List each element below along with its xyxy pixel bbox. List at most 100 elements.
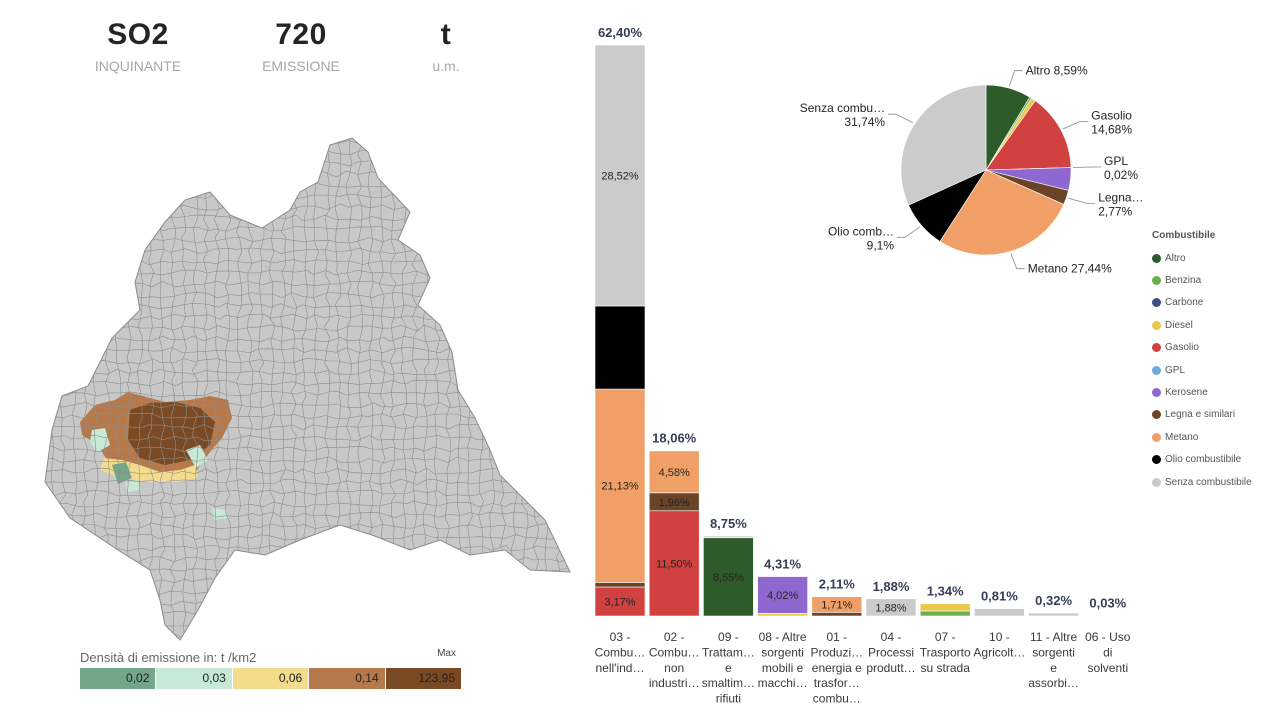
pie-slice[interactable]	[939, 169, 1065, 256]
municipality-border-col	[577, 131, 583, 658]
bar-segment[interactable]	[703, 537, 754, 617]
bar-segment[interactable]	[811, 596, 863, 613]
bar-segment[interactable]	[594, 586, 646, 617]
bar-category-label: 03 -	[610, 630, 631, 644]
municipality-border-row	[45, 632, 570, 640]
legend-item[interactable]: Carbone	[1152, 292, 1277, 314]
legend-item[interactable]: Gasolio	[1152, 337, 1277, 359]
bar-segment[interactable]	[594, 582, 646, 588]
legend-item[interactable]: Kerosene	[1152, 381, 1277, 403]
bar-segment-label: 21,13%	[601, 481, 639, 493]
legend-item[interactable]: Benzina	[1152, 269, 1277, 291]
legend-item[interactable]: Altro	[1152, 247, 1277, 269]
municipality-border-row	[45, 555, 570, 563]
legend-item[interactable]: Senza combustibile	[1152, 471, 1277, 493]
legend-item[interactable]: Metano	[1152, 426, 1277, 448]
bar-category-label: non	[664, 661, 684, 675]
municipality-border-col	[59, 138, 67, 640]
pie-leader-line	[888, 113, 914, 124]
legend-color-dot	[1152, 365, 1161, 375]
legend-item-label: Olio combustibile	[1165, 454, 1242, 466]
legend-color-dot	[1152, 343, 1161, 353]
legend-item[interactable]: Olio combustibile	[1152, 449, 1277, 471]
bar-segment[interactable]	[703, 535, 754, 539]
municipality-border-row	[45, 159, 570, 167]
map-legend-title: Densità di emissione in: t /km2	[80, 650, 257, 665]
bar-total-label: 62,40%	[598, 25, 643, 40]
pie-leader-line	[897, 226, 921, 238]
legend-item[interactable]: Diesel	[1152, 314, 1277, 336]
municipality-border-row	[45, 588, 570, 596]
kpi-pollutant: SO2 INQUINANTE	[68, 18, 208, 74]
bar-segment[interactable]	[919, 610, 971, 617]
bar-category-label: Agricolt…	[973, 645, 1025, 659]
legend-color-dot	[1152, 388, 1161, 398]
municipality-border-col	[543, 138, 550, 640]
lombardy-region-shape[interactable]	[44, 137, 571, 641]
fuel-legend: Combustibile Altro Benzina Carbone Diesel Ga…	[1152, 230, 1277, 493]
emission-density-map[interactable]	[0, 100, 590, 660]
municipality-border-col	[466, 138, 474, 640]
legend-item-label: Senza combustibile	[1165, 476, 1252, 488]
kpi-pollutant-label: INQUINANTE	[94, 58, 182, 74]
municipality-border-row	[45, 522, 570, 530]
pie-slice-label: 31,74%	[844, 115, 885, 129]
bar-segment[interactable]	[594, 305, 646, 390]
bar-segment[interactable]	[865, 598, 917, 617]
bar-category-label: 10 -	[989, 630, 1010, 644]
legend-bin-4: 0,14	[309, 668, 386, 689]
bar-category-label: 07 -	[935, 630, 956, 644]
municipality-border-col	[191, 138, 199, 640]
bar-segment[interactable]	[811, 612, 863, 617]
municipality-border-row	[45, 577, 570, 585]
legend-color-dot	[1152, 477, 1161, 487]
bar-category-label: industri…	[649, 676, 700, 690]
legend-item[interactable]: GPL	[1152, 359, 1277, 381]
legend-item-label: Kerosene	[1165, 387, 1208, 399]
kpi-pollutant-value: SO2	[107, 18, 169, 51]
legend-item-label: Diesel	[1165, 319, 1193, 331]
legend-item[interactable]: Legna e similari	[1152, 404, 1277, 426]
bar-segment[interactable]	[757, 576, 808, 614]
bar-segment[interactable]	[1082, 615, 1134, 617]
legend-color-dot	[1152, 320, 1161, 330]
bar-segment-label: 1,71%	[821, 600, 852, 612]
bar-segment[interactable]	[594, 44, 646, 307]
pie-slice[interactable]	[985, 100, 1072, 171]
sector-stacked-bar-chart[interactable]: 3,17%21,13%28,52%62,40%03 -Combu…nell'in…	[590, 20, 1150, 710]
bar-total-label: 2,11%	[819, 577, 856, 592]
bar-segment[interactable]	[594, 388, 646, 583]
bar-segment[interactable]	[974, 608, 1025, 617]
bar-category-label: Trasporto	[920, 645, 971, 659]
bar-category-label: solventi	[1087, 661, 1128, 675]
municipality-border-col	[169, 138, 177, 640]
pie-leader-line	[1072, 166, 1101, 168]
map-legend-max: Max	[437, 648, 456, 659]
map-hotspot-patch-7[interactable]	[125, 480, 140, 492]
bar-segment[interactable]	[919, 603, 971, 612]
pie-slice-label: Senza combu…	[800, 101, 885, 115]
municipality-border-col	[510, 138, 518, 640]
municipality-border-row	[45, 446, 570, 453]
bar-segment[interactable]	[1028, 612, 1079, 617]
bar-segment[interactable]	[757, 613, 808, 617]
bar-category-label: e	[725, 661, 732, 675]
municipality-border-row	[45, 511, 570, 519]
kpi-unit: t u.m.	[376, 18, 516, 74]
kpi-emission-value: 720	[275, 18, 327, 51]
bar-segment[interactable]	[648, 510, 700, 617]
municipality-border-col	[532, 138, 540, 640]
pie-slice-label: Olio comb…	[828, 224, 894, 238]
municipality-border-row	[45, 148, 570, 156]
legend-item-label: GPL	[1165, 364, 1186, 376]
bar-category-label: produtt…	[866, 661, 915, 675]
bar-segment[interactable]	[648, 450, 700, 494]
municipality-border-row	[45, 566, 570, 573]
pie-slice-label: 2,77%	[1098, 204, 1132, 218]
map-hotspot-patch-6[interactable]	[112, 462, 132, 484]
bar-category-label: 01 -	[826, 630, 847, 644]
municipality-border-col	[488, 138, 495, 640]
pie-slice[interactable]	[900, 84, 987, 206]
legend-color-dot	[1152, 455, 1161, 465]
